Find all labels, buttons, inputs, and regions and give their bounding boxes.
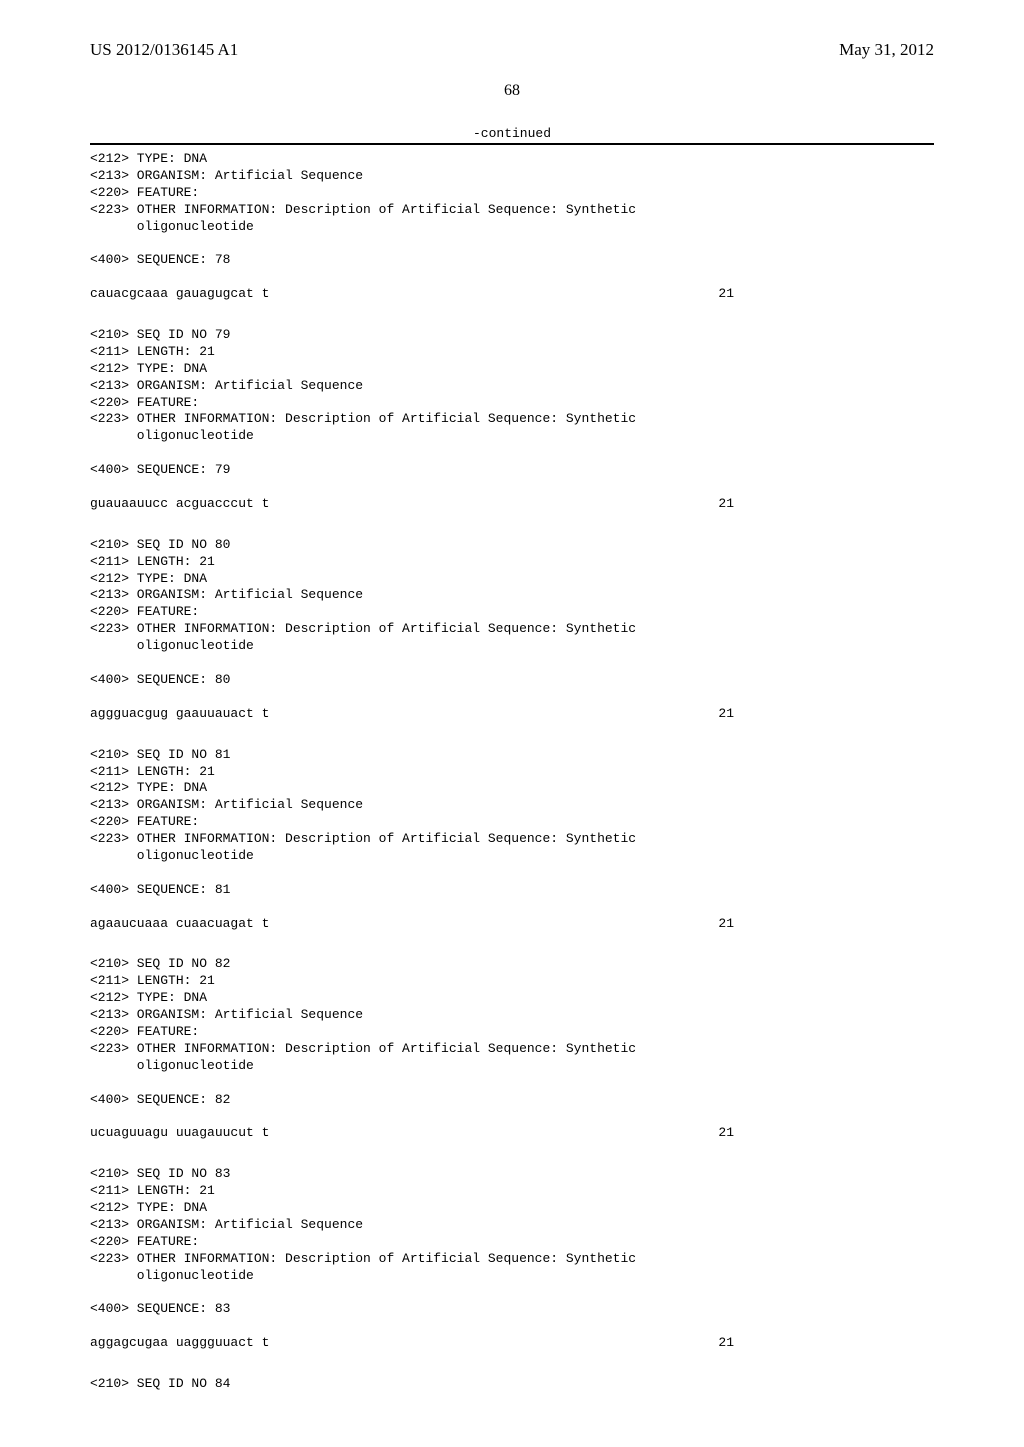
sequence-entry: <210> SEQ ID NO 80<211> LENGTH: 21<212> … [90, 537, 934, 723]
sequence-length: 21 [718, 496, 934, 513]
sequence-meta-line [90, 445, 934, 462]
sequence-length: 21 [718, 1335, 934, 1352]
sequence-meta-line: <212> TYPE: DNA [90, 151, 934, 168]
sequence-meta-line: <223> OTHER INFORMATION: Description of … [90, 621, 934, 638]
sequence-meta-line [90, 1284, 934, 1301]
sequence-entry: <210> SEQ ID NO 79<211> LENGTH: 21<212> … [90, 327, 934, 513]
sequence-meta-line: <210> SEQ ID NO 84 [90, 1376, 934, 1393]
header-left: US 2012/0136145 A1 [90, 40, 238, 60]
sequence-meta-line: oligonucleotide [90, 1058, 934, 1075]
sequence-meta-line: <210> SEQ ID NO 83 [90, 1166, 934, 1183]
sequence-meta-line: <213> ORGANISM: Artificial Sequence [90, 1217, 934, 1234]
sequence-meta-line: <223> OTHER INFORMATION: Description of … [90, 831, 934, 848]
sequence-data-row: ucuaguuagu uuagauucut t 21 [90, 1125, 934, 1142]
sequence-meta-line: <211> LENGTH: 21 [90, 764, 934, 781]
sequence-length: 21 [718, 1125, 934, 1142]
page-number: 68 [90, 82, 934, 100]
continued-label: -continued [90, 126, 934, 141]
sequence-meta-line: <212> TYPE: DNA [90, 571, 934, 588]
blank-line [90, 1318, 934, 1335]
blank-line [90, 479, 934, 496]
sequence-length: 21 [718, 916, 934, 933]
sequence-meta-line: <223> OTHER INFORMATION: Description of … [90, 411, 934, 428]
sequence-meta-line: oligonucleotide [90, 638, 934, 655]
sequence-data-row: aggagcugaa uaggguuact t 21 [90, 1335, 934, 1352]
sequence-length: 21 [718, 286, 934, 303]
sequence-meta-line: <210> SEQ ID NO 79 [90, 327, 934, 344]
page-header: US 2012/0136145 A1 May 31, 2012 [90, 40, 934, 60]
blank-line [90, 1108, 934, 1125]
sequence-text: cauacgcaaa gauagugcat t [90, 286, 269, 303]
sequence-meta-line: <212> TYPE: DNA [90, 780, 934, 797]
sequence-meta-line: <210> SEQ ID NO 81 [90, 747, 934, 764]
blank-line [90, 899, 934, 916]
sequence-meta-line: <223> OTHER INFORMATION: Description of … [90, 1041, 934, 1058]
sequence-meta-line: <210> SEQ ID NO 82 [90, 956, 934, 973]
sequence-meta-line: <400> SEQUENCE: 80 [90, 672, 934, 689]
sequence-meta-line: <400> SEQUENCE: 81 [90, 882, 934, 899]
sequence-meta-line: oligonucleotide [90, 428, 934, 445]
sequence-meta-line: <212> TYPE: DNA [90, 361, 934, 378]
sequence-text: aggagcugaa uaggguuact t [90, 1335, 269, 1352]
sequence-meta-line: <212> TYPE: DNA [90, 1200, 934, 1217]
sequence-meta-line: <223> OTHER INFORMATION: Description of … [90, 202, 934, 219]
sequence-meta-line: <220> FEATURE: [90, 395, 934, 412]
sequence-listing: <212> TYPE: DNA<213> ORGANISM: Artificia… [90, 151, 934, 1393]
sequence-meta-line [90, 235, 934, 252]
sequence-meta-line: <400> SEQUENCE: 79 [90, 462, 934, 479]
sequence-data-row: agaaucuaaa cuaacuagat t 21 [90, 916, 934, 933]
sequence-meta-line: <220> FEATURE: [90, 1024, 934, 1041]
sequence-meta-line: <211> LENGTH: 21 [90, 973, 934, 990]
sequence-meta-line [90, 655, 934, 672]
sequence-meta-line: <220> FEATURE: [90, 814, 934, 831]
sequence-data-row: cauacgcaaa gauagugcat t 21 [90, 286, 934, 303]
header-right: May 31, 2012 [839, 40, 934, 60]
sequence-meta-line: oligonucleotide [90, 848, 934, 865]
sequence-text: ucuaguuagu uuagauucut t [90, 1125, 269, 1142]
sequence-meta-line: <211> LENGTH: 21 [90, 1183, 934, 1200]
sequence-meta-line: <211> LENGTH: 21 [90, 554, 934, 571]
page: US 2012/0136145 A1 May 31, 2012 68 -cont… [0, 0, 1024, 1447]
sequence-length: 21 [718, 706, 934, 723]
sequence-entry: <210> SEQ ID NO 83<211> LENGTH: 21<212> … [90, 1166, 934, 1352]
sequence-meta-line: <212> TYPE: DNA [90, 990, 934, 1007]
blank-line [90, 269, 934, 286]
sequence-meta-line: <213> ORGANISM: Artificial Sequence [90, 378, 934, 395]
sequence-entry: <210> SEQ ID NO 82<211> LENGTH: 21<212> … [90, 956, 934, 1142]
sequence-data-row: guauaauucc acguacccut t 21 [90, 496, 934, 513]
sequence-meta-line: <213> ORGANISM: Artificial Sequence [90, 1007, 934, 1024]
sequence-meta-line: <211> LENGTH: 21 [90, 344, 934, 361]
sequence-data-row: aggguacgug gaauuauact t 21 [90, 706, 934, 723]
sequence-meta-line: oligonucleotide [90, 1268, 934, 1285]
sequence-meta-line: <400> SEQUENCE: 82 [90, 1092, 934, 1109]
sequence-meta-line [90, 865, 934, 882]
sequence-text: aggguacgug gaauuauact t [90, 706, 269, 723]
sequence-meta-line: <220> FEATURE: [90, 185, 934, 202]
sequence-meta-line: <213> ORGANISM: Artificial Sequence [90, 587, 934, 604]
sequence-entry: <212> TYPE: DNA<213> ORGANISM: Artificia… [90, 151, 934, 303]
sequence-meta-line: <220> FEATURE: [90, 604, 934, 621]
sequence-meta-line: <400> SEQUENCE: 78 [90, 252, 934, 269]
horizontal-rule [90, 143, 934, 145]
blank-line [90, 689, 934, 706]
sequence-meta-line: <210> SEQ ID NO 80 [90, 537, 934, 554]
sequence-entry: <210> SEQ ID NO 81<211> LENGTH: 21<212> … [90, 747, 934, 933]
sequence-text: guauaauucc acguacccut t [90, 496, 269, 513]
sequence-meta-line [90, 1075, 934, 1092]
sequence-text: agaaucuaaa cuaacuagat t [90, 916, 269, 933]
sequence-meta-line: oligonucleotide [90, 219, 934, 236]
sequence-meta-line: <400> SEQUENCE: 83 [90, 1301, 934, 1318]
sequence-meta-line: <220> FEATURE: [90, 1234, 934, 1251]
sequence-meta-line: <213> ORGANISM: Artificial Sequence [90, 797, 934, 814]
sequence-meta-line: <223> OTHER INFORMATION: Description of … [90, 1251, 934, 1268]
sequence-meta-line: <213> ORGANISM: Artificial Sequence [90, 168, 934, 185]
sequence-entry: <210> SEQ ID NO 84 [90, 1376, 934, 1393]
